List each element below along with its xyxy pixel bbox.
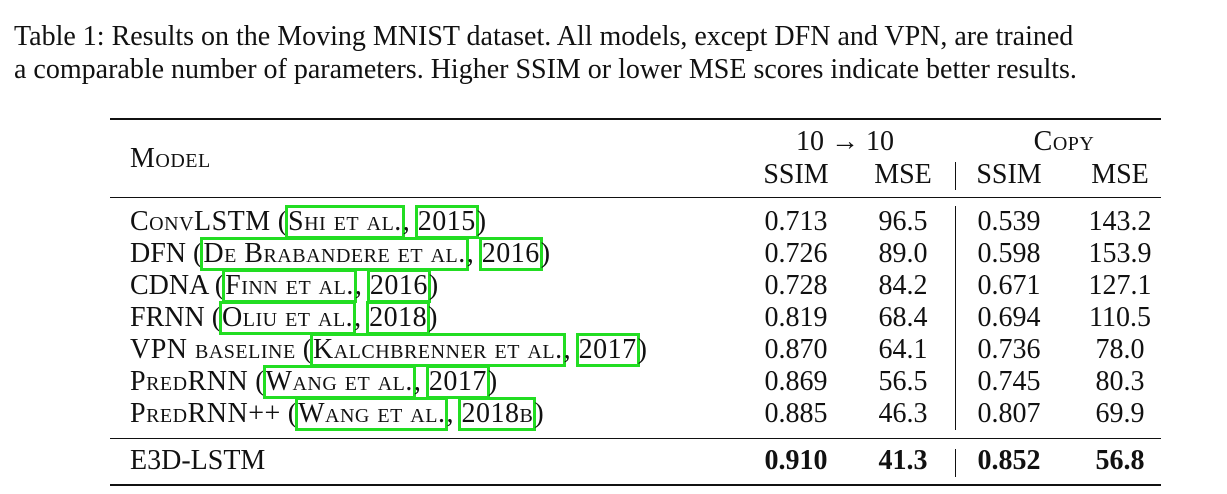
header-rule xyxy=(110,197,1161,199)
table-row-model: VPN baseline (Kalchbrenner et al., 2017) xyxy=(130,333,647,367)
citation-separator: , xyxy=(563,334,578,365)
citation-year-link[interactable]: 2017 xyxy=(575,333,640,367)
table-cell-mse-1: 64.1 xyxy=(878,334,928,365)
mid-rule xyxy=(110,438,1161,440)
table-cell-mse-2: 69.9 xyxy=(1095,398,1145,429)
model-name: PredRNN++ xyxy=(130,398,281,429)
header-ssim-2: SSIM xyxy=(976,159,1042,190)
header-model: Model xyxy=(130,143,211,174)
citation-year-link[interactable]: 2017 xyxy=(425,365,490,399)
paren-open: ( xyxy=(280,398,298,429)
caption-line-1: Table 1: Results on the Moving MNIST dat… xyxy=(14,21,1074,52)
header-mse-1: MSE xyxy=(874,159,932,190)
bottom-rule xyxy=(110,484,1161,486)
table-cell-ssim-2: 0.671 xyxy=(977,270,1041,301)
paren-close: ) xyxy=(534,398,544,429)
paren-open: ( xyxy=(186,238,203,269)
table-cell-mse-2: 127.1 xyxy=(1088,270,1152,301)
table-cell-ssim-2: 0.736 xyxy=(977,334,1041,365)
final-divider xyxy=(955,449,957,477)
citation-author-link[interactable]: Wang et al. xyxy=(295,397,449,431)
table-cell-mse-1: 96.5 xyxy=(878,206,928,237)
citation-separator: , xyxy=(354,270,369,301)
paren-close: ) xyxy=(487,366,498,397)
citation-year-link[interactable]: 2018b xyxy=(458,397,537,431)
citation-author-link[interactable]: Wang et al. xyxy=(262,365,416,399)
table-row-model: FRNN (Oliu et al., 2018) xyxy=(130,301,438,335)
table-row-model: DFN (De Brabandere et al., 2016) xyxy=(130,237,551,271)
final-row-mse-2: 56.8 xyxy=(1095,445,1145,476)
citation-separator: , xyxy=(402,206,417,237)
paren-close: ) xyxy=(637,334,647,365)
citation-year-link[interactable]: 2015 xyxy=(414,205,479,239)
model-name: PredRNN xyxy=(130,366,249,397)
table-cell-ssim-2: 0.745 xyxy=(977,366,1041,397)
header-mse-2: MSE xyxy=(1091,159,1149,190)
paren-close: ) xyxy=(428,302,438,333)
table-cell-mse-2: 110.5 xyxy=(1089,302,1151,333)
paren-open: ( xyxy=(248,366,265,397)
table-row-model: PredRNN++ (Wang et al., 2018b) xyxy=(130,397,544,431)
table-cell-mse-1: 46.3 xyxy=(878,398,928,429)
citation-author-link[interactable]: De Brabandere et al. xyxy=(200,237,469,271)
header-divider xyxy=(955,162,957,190)
header-group-10-to-10: 10 → 10 xyxy=(796,126,894,157)
table-cell-ssim-2: 0.807 xyxy=(977,398,1041,429)
citation-author-link[interactable]: Shi et al. xyxy=(285,205,405,239)
paren-open: ( xyxy=(295,334,313,365)
citation-year-link[interactable]: 2016 xyxy=(366,269,431,303)
table-cell-ssim-1: 0.713 xyxy=(764,206,828,237)
final-row-mse-1: 41.3 xyxy=(878,445,928,476)
table-cell-ssim-1: 0.870 xyxy=(764,334,828,365)
table-cell-ssim-1: 0.819 xyxy=(764,302,828,333)
final-row-model: E3D-LSTM xyxy=(130,445,266,476)
table-row-model: CDNA (Finn et al., 2016) xyxy=(130,269,439,303)
final-row-ssim-2: 0.852 xyxy=(977,445,1041,476)
table-cell-ssim-1: 0.869 xyxy=(764,366,828,397)
table-cell-ssim-2: 0.539 xyxy=(977,206,1041,237)
citation-year-link[interactable]: 2016 xyxy=(478,237,543,271)
table-caption: Table 1: Results on the Moving MNIST dat… xyxy=(14,20,1224,86)
paren-open: ( xyxy=(270,206,288,237)
paren-close: ) xyxy=(428,270,439,301)
paren-open: ( xyxy=(207,270,225,301)
table-cell-mse-2: 143.2 xyxy=(1088,206,1152,237)
citation-separator: , xyxy=(413,366,428,397)
citation-year-link[interactable]: 2018 xyxy=(366,301,431,335)
table-cell-mse-1: 68.4 xyxy=(878,302,928,333)
table-cell-ssim-1: 0.885 xyxy=(764,398,828,429)
table-cell-ssim-2: 0.598 xyxy=(977,238,1041,269)
table-cell-mse-1: 84.2 xyxy=(878,270,928,301)
table-cell-mse-1: 56.5 xyxy=(878,366,928,397)
citation-author-link[interactable]: Finn et al. xyxy=(222,269,357,303)
final-row-ssim-1: 0.910 xyxy=(764,445,828,476)
model-name: CDNA xyxy=(130,270,208,301)
table-cell-ssim-2: 0.694 xyxy=(977,302,1041,333)
citation-author-link[interactable]: Kalchbrenner et al. xyxy=(310,333,566,367)
paren-close: ) xyxy=(540,238,551,269)
top-rule xyxy=(110,118,1161,120)
table-cell-ssim-1: 0.728 xyxy=(764,270,828,301)
header-ssim-1: SSIM xyxy=(763,159,829,190)
paren-close: ) xyxy=(476,206,487,237)
table-cell-mse-2: 80.3 xyxy=(1095,366,1145,397)
paren-open: ( xyxy=(204,302,222,333)
header-group-copy: Copy xyxy=(1033,126,1095,157)
table-cell-ssim-1: 0.726 xyxy=(764,238,828,269)
citation-author-link[interactable]: Oliu et al. xyxy=(219,301,357,335)
model-name: ConvLSTM xyxy=(130,206,271,237)
citation-separator: , xyxy=(466,238,481,269)
table-cell-mse-2: 78.0 xyxy=(1095,334,1145,365)
model-name: VPN baseline xyxy=(130,334,296,365)
table-cell-mse-1: 89.0 xyxy=(878,238,928,269)
body-divider xyxy=(955,206,957,430)
table-cell-mse-2: 153.9 xyxy=(1088,238,1152,269)
caption-line-2: a comparable number of parameters. Highe… xyxy=(14,54,1077,85)
table-row-model: PredRNN (Wang et al., 2017) xyxy=(130,365,498,399)
citation-separator: , xyxy=(354,302,369,333)
citation-separator: , xyxy=(446,398,461,429)
table-row-model: ConvLSTM (Shi et al., 2015) xyxy=(130,205,487,239)
model-name: FRNN xyxy=(130,302,205,333)
model-name: DFN xyxy=(130,238,187,269)
